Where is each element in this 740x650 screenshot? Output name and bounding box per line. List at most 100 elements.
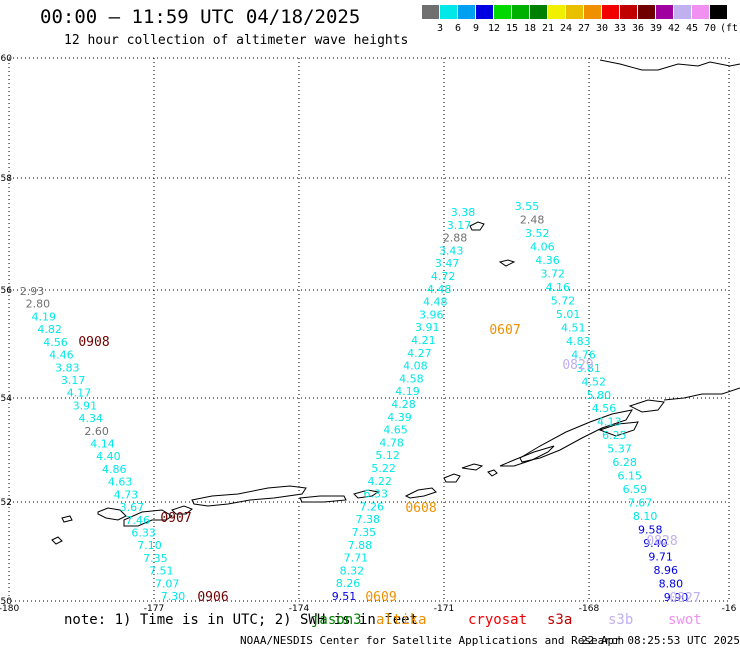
- swh-value: 3.81: [576, 362, 601, 375]
- lon-tick-label: -171: [434, 604, 454, 614]
- legend-swatch: [674, 5, 691, 19]
- mainland-coast-north: [599, 59, 740, 71]
- legend-label: 21: [541, 23, 555, 34]
- swh-value: 7.35: [143, 552, 168, 565]
- swh-value: 4.13: [597, 416, 622, 429]
- legend-label: 15: [505, 23, 519, 34]
- swh-value: 3.52: [525, 227, 550, 240]
- credit-line: NOAA/NESDIS Center for Satellite Applica…: [240, 634, 625, 647]
- swh-value: 4.17: [67, 387, 92, 400]
- swh-value: 2.93: [20, 285, 45, 298]
- pribilof-st-george: [498, 259, 516, 267]
- swh-value: 3.43: [439, 244, 464, 257]
- swh-value: 3.67: [120, 501, 145, 514]
- legend-swatch: [512, 5, 529, 19]
- swh-value: 4.52: [582, 375, 607, 388]
- legend-swatch: [458, 5, 475, 19]
- generation-timestamp: 22 Apr 08:25:53 UTC 2025: [581, 634, 740, 647]
- swh-value: 3.91: [73, 399, 98, 412]
- swh-value: 3.91: [415, 321, 440, 334]
- swh-value: 7.46: [126, 514, 151, 527]
- legend-swatch: [494, 5, 511, 19]
- swh-value: 4.48: [427, 283, 452, 296]
- lon-tick-label: -177: [144, 604, 164, 614]
- map-subtitle: 12 hour collection of altimeter wave hei…: [64, 33, 409, 48]
- swh-value: 6.25: [602, 429, 627, 442]
- swh-value: 8.96: [653, 564, 678, 577]
- satellite-legend-item: s3a: [547, 612, 573, 628]
- legend-swatch: [710, 5, 727, 19]
- satellite-legend-item: altika: [376, 612, 427, 628]
- pass-time-label: 0827: [669, 591, 700, 606]
- aleutian-islands-west: [51, 505, 193, 545]
- lon-tick-label: -168: [579, 604, 600, 614]
- legend-label: 39: [649, 23, 663, 34]
- swh-value: 4.16: [546, 281, 571, 294]
- pass-time-label: 0908: [78, 335, 109, 350]
- swh-value: 4.65: [383, 424, 408, 437]
- swh-value: 4.28: [391, 398, 416, 411]
- map-title: 00:00 – 11:59 UTC 04/18/2025: [40, 6, 361, 28]
- swh-value: 4.34: [79, 412, 104, 425]
- swh-value: 2.48: [520, 213, 545, 226]
- swh-value: 4.48: [423, 296, 448, 309]
- altimeter-tracks: 2.932.804.194.824.564.463.833.174.173.91…: [20, 200, 701, 606]
- swh-value: 8.80: [659, 578, 684, 591]
- swh-value: 4.76: [571, 348, 596, 361]
- footer-note: note: 1) Time is in UTC; 2) SWH is in fe…: [64, 612, 419, 628]
- lat-tick-label: 60: [1, 54, 13, 64]
- swh-value: 9.71: [648, 551, 673, 564]
- lat-tick-label: 54: [1, 394, 13, 404]
- legend-label: 33: [613, 23, 627, 34]
- swh-value: 7.67: [628, 497, 653, 510]
- legend-swatch: [548, 5, 565, 19]
- lat-tick-label: 58: [1, 174, 13, 184]
- legend-label: 36: [631, 23, 645, 34]
- swh-value: 4.19: [395, 385, 420, 398]
- legend-label: 24: [559, 23, 573, 34]
- swh-value: 4.21: [411, 334, 436, 347]
- swh-value: 3.17: [61, 374, 86, 387]
- satellite-legend-item: swot: [668, 612, 702, 628]
- legend-label: 30: [595, 23, 609, 34]
- swh-value: 8.32: [340, 564, 365, 577]
- map-frame: [8, 57, 730, 602]
- legend-label: 9: [472, 23, 480, 34]
- swh-value: 6.28: [612, 456, 637, 469]
- legend-swatch: [602, 5, 619, 19]
- swh-value: 3.47: [435, 257, 460, 270]
- swh-value: 7.38: [356, 513, 381, 526]
- alaska-peninsula: [519, 387, 740, 463]
- aleutian-islands-east: [404, 445, 555, 499]
- legend-label: 42: [667, 23, 681, 34]
- swh-value: 4.14: [90, 438, 115, 451]
- swh-value: 4.82: [37, 323, 62, 336]
- pass-time-label: 0829: [562, 358, 593, 373]
- legend-label: 27: [577, 23, 591, 34]
- swh-value: 7.10: [137, 539, 162, 552]
- swh-value: 5.37: [607, 443, 632, 456]
- swh-value: 7.30: [161, 590, 186, 603]
- legend-swatch: [584, 5, 601, 19]
- pass-time-label: 0828: [646, 534, 677, 549]
- satellite-legend-item: cryosat: [468, 612, 528, 628]
- swh-value: 7.51: [149, 565, 174, 578]
- legend-swatch: [440, 5, 457, 19]
- swh-value: 8.26: [336, 577, 361, 590]
- swh-value: 7.26: [360, 500, 385, 513]
- lon-tick-label: -174: [289, 604, 310, 614]
- swh-value: 4.58: [399, 372, 424, 385]
- swh-value: 7.35: [352, 526, 377, 539]
- swh-value: 3.72: [540, 267, 565, 280]
- swh-value: 4.83: [566, 335, 591, 348]
- legend-label: 12: [487, 23, 501, 34]
- legend-swatch: [638, 5, 655, 19]
- swh-value: 6.33: [131, 526, 156, 539]
- swh-value: 9.58: [638, 524, 663, 537]
- legend-label: 70: [703, 23, 717, 34]
- legend-swatch: [530, 5, 547, 19]
- lon-tick-label: -180: [0, 604, 19, 614]
- pass-time-label: 0906: [197, 590, 228, 605]
- legend-swatch: [692, 5, 709, 19]
